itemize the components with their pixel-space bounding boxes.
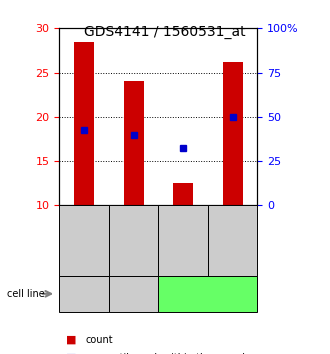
Text: GSM701542: GSM701542 xyxy=(80,215,89,266)
Text: percentile rank within the sample: percentile rank within the sample xyxy=(86,353,251,354)
Bar xyxy=(223,62,243,205)
Bar xyxy=(173,183,193,205)
Text: ■: ■ xyxy=(66,335,77,345)
Bar xyxy=(124,81,144,205)
Text: GDS4141 / 1560531_at: GDS4141 / 1560531_at xyxy=(84,25,246,39)
Text: count: count xyxy=(86,335,114,345)
Bar xyxy=(74,42,94,205)
Text: ■: ■ xyxy=(66,353,77,354)
Text: cell line: cell line xyxy=(7,289,44,299)
Text: Sporadic
PD-derived
iPSCs: Sporadic PD-derived iPSCs xyxy=(113,279,155,309)
Text: control
IPSCs: control IPSCs xyxy=(71,284,98,303)
Text: GSM701543: GSM701543 xyxy=(129,215,138,266)
Text: GSM701544: GSM701544 xyxy=(179,215,188,266)
Text: presenilin 2 (PS2)
iPSCs: presenilin 2 (PS2) iPSCs xyxy=(174,284,242,303)
Text: GSM701545: GSM701545 xyxy=(228,215,237,266)
